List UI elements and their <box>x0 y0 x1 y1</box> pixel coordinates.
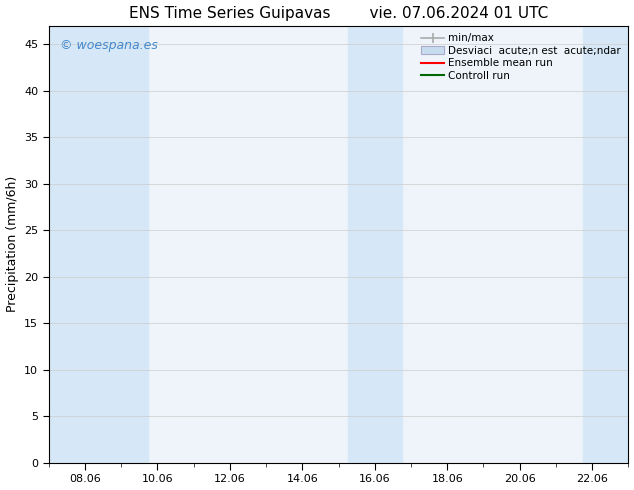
Legend: min/max, Desviaci  acute;n est  acute;ndar, Ensemble mean run, Controll run: min/max, Desviaci acute;n est acute;ndar… <box>419 31 623 83</box>
Bar <box>49 26 148 463</box>
Bar <box>583 26 628 463</box>
Title: ENS Time Series Guipavas        vie. 07.06.2024 01 UTC: ENS Time Series Guipavas vie. 07.06.2024… <box>129 5 548 21</box>
Text: © woespana.es: © woespana.es <box>60 39 158 52</box>
Bar <box>347 26 402 463</box>
Y-axis label: Precipitation (mm/6h): Precipitation (mm/6h) <box>6 176 18 313</box>
